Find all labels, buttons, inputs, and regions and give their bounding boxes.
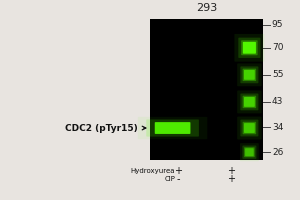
FancyBboxPatch shape (237, 90, 262, 113)
FancyBboxPatch shape (245, 148, 254, 156)
Text: CIP: CIP (164, 176, 175, 182)
Text: 293: 293 (196, 3, 217, 13)
FancyBboxPatch shape (155, 122, 190, 134)
FancyBboxPatch shape (237, 63, 262, 86)
Text: +: + (227, 166, 235, 176)
Text: +: + (227, 174, 235, 184)
FancyBboxPatch shape (243, 42, 256, 54)
Text: 34: 34 (272, 123, 283, 132)
Text: 26: 26 (272, 148, 283, 157)
FancyBboxPatch shape (237, 117, 262, 139)
FancyBboxPatch shape (244, 97, 255, 107)
FancyBboxPatch shape (241, 40, 258, 55)
FancyBboxPatch shape (240, 94, 258, 110)
Text: 43: 43 (272, 97, 283, 106)
FancyBboxPatch shape (244, 70, 255, 80)
Text: Hydroxyurea: Hydroxyurea (131, 168, 175, 174)
FancyBboxPatch shape (146, 119, 199, 137)
Text: 70: 70 (272, 43, 284, 52)
Text: 55: 55 (272, 70, 284, 79)
FancyBboxPatch shape (243, 122, 256, 134)
FancyBboxPatch shape (243, 69, 256, 81)
Text: CDC2 (pTyr15): CDC2 (pTyr15) (65, 124, 146, 133)
Text: +: + (174, 166, 182, 176)
FancyBboxPatch shape (234, 34, 264, 62)
FancyBboxPatch shape (244, 123, 255, 133)
FancyBboxPatch shape (240, 143, 259, 161)
FancyBboxPatch shape (240, 120, 258, 136)
FancyBboxPatch shape (243, 96, 256, 108)
Text: -: - (176, 174, 180, 184)
FancyBboxPatch shape (238, 38, 260, 58)
FancyBboxPatch shape (242, 146, 256, 159)
FancyBboxPatch shape (244, 147, 255, 157)
Bar (150, 19, 263, 160)
Text: 95: 95 (272, 20, 284, 29)
FancyBboxPatch shape (138, 117, 207, 139)
FancyBboxPatch shape (240, 66, 258, 83)
